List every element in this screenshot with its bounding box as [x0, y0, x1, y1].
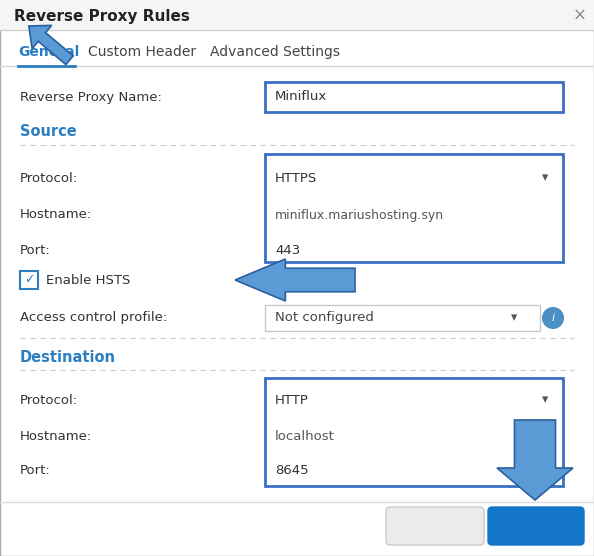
Bar: [20, 271, 38, 289]
Text: Custom Header: Custom Header: [88, 45, 196, 59]
Text: ×: ×: [573, 7, 587, 25]
Text: ▾: ▾: [542, 171, 548, 185]
Text: Hostname:: Hostname:: [20, 208, 92, 221]
Text: ▾: ▾: [542, 394, 548, 406]
Circle shape: [542, 307, 564, 329]
Text: Reverse Proxy Name:: Reverse Proxy Name:: [20, 92, 162, 105]
Text: Cancel: Cancel: [412, 519, 457, 533]
Text: ✓: ✓: [24, 274, 34, 286]
Text: Protocol:: Protocol:: [20, 394, 78, 406]
Bar: [0, 0, 594, 30]
FancyBboxPatch shape: [488, 507, 584, 545]
Text: miniflux.mariushosting.syn: miniflux.mariushosting.syn: [275, 208, 444, 221]
Polygon shape: [29, 26, 73, 64]
Text: Hostname:: Hostname:: [20, 430, 92, 444]
Text: Miniflux: Miniflux: [275, 91, 327, 103]
Text: HTTP: HTTP: [275, 394, 309, 406]
Text: 8645: 8645: [275, 464, 309, 476]
Text: i: i: [551, 313, 555, 323]
FancyBboxPatch shape: [386, 507, 484, 545]
Bar: [265, 82, 563, 112]
Text: Protocol:: Protocol:: [20, 171, 78, 185]
Text: Not configured: Not configured: [275, 311, 374, 325]
Text: Advanced Settings: Advanced Settings: [210, 45, 340, 59]
Bar: [265, 378, 563, 486]
Text: HTTPS: HTTPS: [275, 171, 317, 185]
Text: localhost: localhost: [275, 430, 335, 444]
Polygon shape: [235, 259, 355, 301]
Polygon shape: [497, 420, 573, 500]
Bar: [265, 154, 563, 262]
Text: Port:: Port:: [20, 464, 50, 476]
Text: Port:: Port:: [20, 244, 50, 256]
Text: Access control profile:: Access control profile:: [20, 311, 168, 325]
Text: Source: Source: [20, 125, 77, 140]
Text: Enable HSTS: Enable HSTS: [46, 274, 130, 286]
Text: ▾: ▾: [511, 311, 517, 325]
Bar: [265, 305, 540, 331]
Text: Destination: Destination: [20, 350, 116, 365]
Text: Reverse Proxy Rules: Reverse Proxy Rules: [14, 8, 190, 23]
Text: Save: Save: [518, 519, 554, 533]
Text: 443: 443: [275, 244, 300, 256]
Text: General: General: [18, 45, 79, 59]
